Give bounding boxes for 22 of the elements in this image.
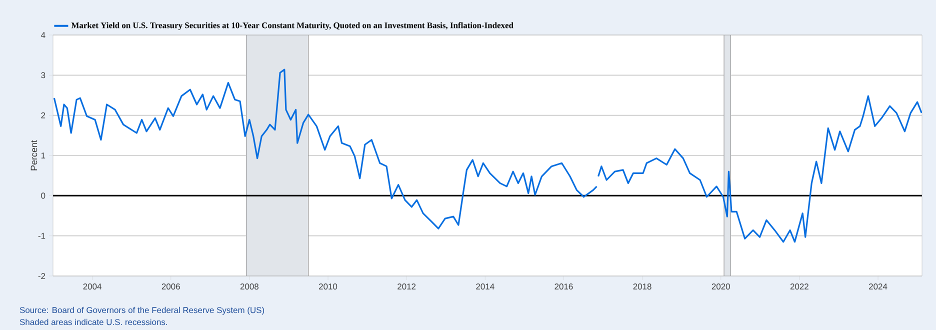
y-tick-label: -2 — [38, 273, 46, 279]
y-tick-label: 1 — [41, 152, 46, 158]
source-note: Source: Board of Governors of the Federal Reserve System (US) — [20, 306, 264, 315]
x-tick-label: 2018 — [633, 284, 652, 290]
y-tick-label: 3 — [41, 72, 46, 78]
y-tick-label: -1 — [38, 232, 46, 239]
y-axis-title: Percent — [30, 140, 38, 170]
x-tick-label: 2008 — [240, 284, 258, 290]
x-tick-label: 2016 — [554, 284, 573, 290]
x-tick-label: 2022 — [790, 284, 808, 290]
x-tick-label: 2024 — [869, 284, 888, 290]
x-tick-label: 2020 — [712, 284, 730, 290]
x-tick-label: 2010 — [319, 284, 338, 290]
y-tick-label: 4 — [40, 32, 46, 38]
x-tick-label: 2006 — [162, 284, 180, 290]
x-tick-label: 2012 — [398, 284, 416, 290]
x-tick-label: 2014 — [476, 284, 494, 290]
y-tick-label: 2 — [41, 112, 46, 118]
text: Shaded areas indicate U.S. recessions. — [20, 318, 167, 326]
x-tick-label: 2004 — [83, 284, 102, 290]
legend-label: Market Yield on U.S. Treasury Securities at 10-Year Constant Maturity, Quoted on an Investment Basis, Inflation-Indexed — [71, 22, 514, 30]
y-tick-label: 0 — [41, 192, 46, 199]
